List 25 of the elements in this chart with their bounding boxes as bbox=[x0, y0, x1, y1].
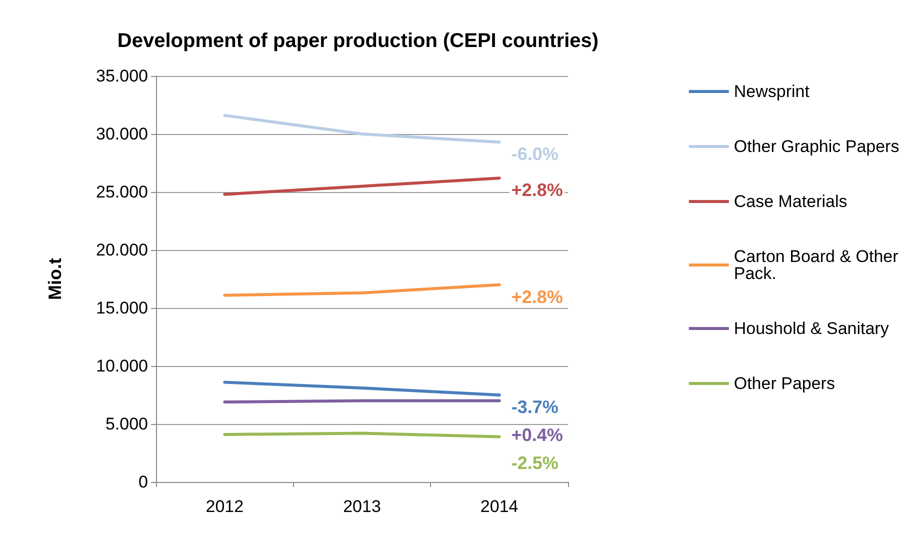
annotation: +2.8% bbox=[511, 286, 563, 307]
annotation: -3.7% bbox=[511, 397, 558, 417]
annotation: +2.8% bbox=[511, 180, 563, 200]
y-tick-label: 10.000 bbox=[96, 356, 148, 376]
legend-label: Case Materials bbox=[734, 192, 848, 211]
legend-label: Other Graphic Papers bbox=[734, 137, 900, 156]
y-tick-label: 20.000 bbox=[96, 240, 148, 260]
y-tick-label: 0 bbox=[138, 472, 148, 492]
annotation: -6.0% bbox=[511, 144, 558, 164]
annotation: -2.5% bbox=[511, 453, 558, 473]
y-axis-title: Mio.t bbox=[45, 258, 65, 300]
x-tick-label: 2014 bbox=[480, 497, 518, 516]
y-tick-label: 30.000 bbox=[96, 124, 148, 144]
legend-label: Houshold & Sanitary bbox=[734, 319, 890, 338]
annotation: +0.4% bbox=[511, 425, 563, 445]
legend-label: Carton Board & Other Pack. bbox=[734, 247, 904, 283]
y-tick-label: 35.000 bbox=[96, 66, 148, 86]
chart-title: Development of paper production (CEPI countries) bbox=[117, 30, 599, 52]
legend-label: Newsprint bbox=[734, 82, 810, 101]
y-tick-label: 15.000 bbox=[96, 298, 148, 318]
y-tick-label: 5.000 bbox=[105, 414, 148, 434]
x-tick-label: 2012 bbox=[206, 497, 244, 516]
x-tick-label: 2013 bbox=[343, 497, 381, 516]
legend-label: Other Papers bbox=[734, 374, 835, 393]
y-tick-label: 25.000 bbox=[96, 182, 148, 202]
